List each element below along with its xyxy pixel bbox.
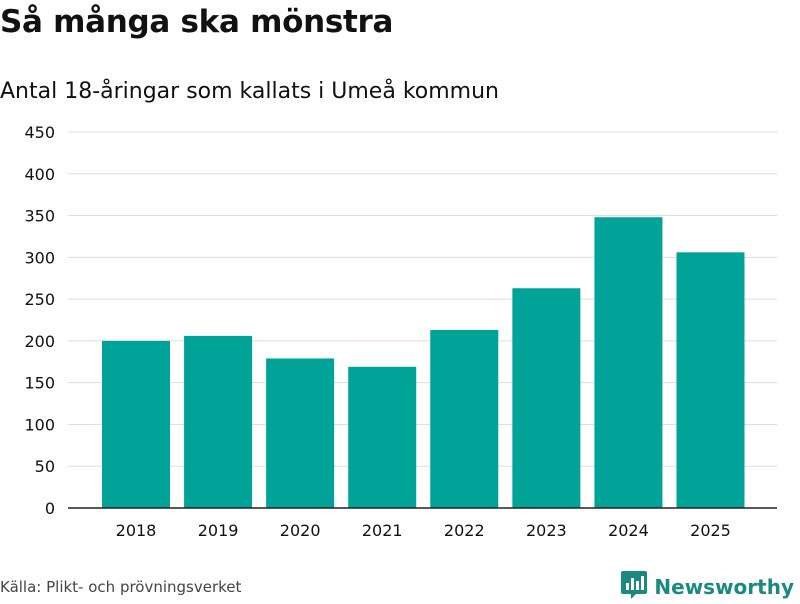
bar-2018 xyxy=(102,340,170,508)
bar-2019 xyxy=(184,335,253,508)
y-tick-label: 50 xyxy=(35,457,55,476)
source-note: Källa: Plikt- och prövningsverket xyxy=(0,578,242,596)
brand-name: Newsworthy xyxy=(654,575,794,599)
x-tick-label: 2019 xyxy=(198,521,239,540)
bar-2020 xyxy=(266,358,335,508)
x-axis-ticks: 2018 2019 2020 2021 2022 2023 2024 2025 xyxy=(116,521,731,540)
x-tick-label: 2021 xyxy=(362,521,403,540)
x-tick-label: 2020 xyxy=(280,521,321,540)
grid-lines xyxy=(68,131,777,467)
y-tick-label: 0 xyxy=(45,499,55,518)
y-axis-ticks: 0 50 100 150 200 250 300 350 400 450 xyxy=(24,123,55,518)
y-tick-label: 450 xyxy=(24,123,55,142)
x-tick-label: 2022 xyxy=(444,521,485,540)
bar-2023 xyxy=(512,288,581,508)
x-tick-label: 2023 xyxy=(526,521,567,540)
y-tick-label: 150 xyxy=(24,374,55,393)
bars xyxy=(102,217,745,508)
y-tick-label: 100 xyxy=(24,415,55,434)
brand-logo[interactable]: Newsworthy xyxy=(620,570,794,604)
y-tick-label: 400 xyxy=(24,165,55,184)
y-tick-label: 200 xyxy=(24,332,55,351)
chart-title: Så många ska mönstra xyxy=(0,4,394,40)
chart-subtitle: Antal 18-åringar som kallats i Umeå komm… xyxy=(0,79,499,104)
bar-2022 xyxy=(430,330,499,508)
bar-2025 xyxy=(676,252,745,508)
y-tick-label: 300 xyxy=(24,248,55,267)
bar-chart-icon xyxy=(620,570,648,604)
x-tick-label: 2025 xyxy=(690,521,731,540)
y-tick-label: 350 xyxy=(24,207,55,226)
x-tick-label: 2018 xyxy=(116,521,157,540)
bar-2021 xyxy=(348,366,417,508)
x-tick-label: 2024 xyxy=(608,521,649,540)
y-tick-label: 250 xyxy=(24,290,55,309)
bar-2024 xyxy=(594,217,663,508)
